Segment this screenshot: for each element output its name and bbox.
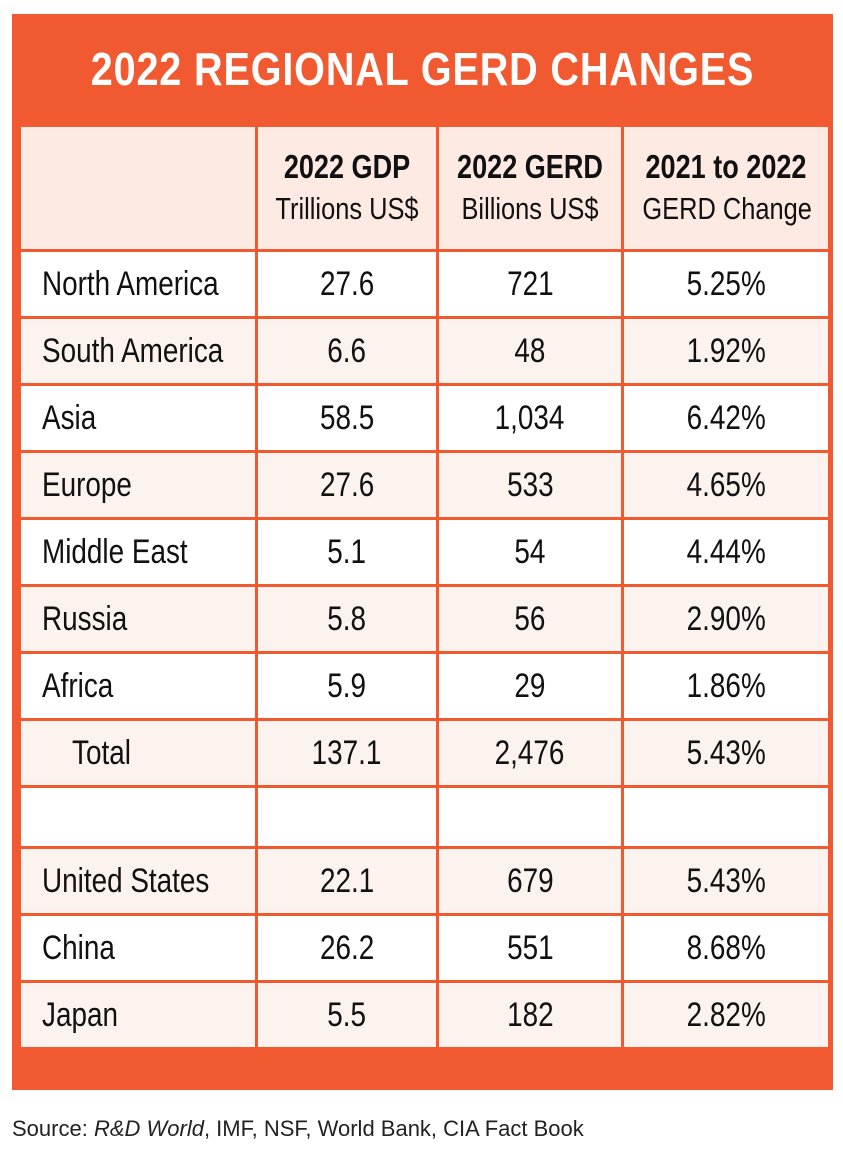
row-label: United States [18,846,258,916]
table-row: Europe 27.6 533 4.65% [18,450,831,520]
gerd-value: 1,034 [436,383,624,453]
table-row: China 26.2 551 8.68% [18,913,831,983]
gerd-value: 721 [436,249,624,319]
gerd-value: 48 [436,316,624,386]
table-frame: 2022 REGIONAL GERD CHANGES 2022 GDP Tril… [12,14,833,1090]
table-row: United States 22.1 679 5.43% [18,846,831,916]
row-label: Asia [18,383,258,453]
total-row: Total 137.1 2,476 5.43% [18,718,831,788]
gdp-value: 58.5 [255,383,439,453]
source-list: , IMF, NSF, World Bank, CIA Fact Book [203,1116,584,1141]
header-change: 2021 to 2022 GERD Change [621,124,831,252]
change-value: 5.43% [621,718,831,788]
header-gerd-title: 2022 GERD [457,148,603,185]
spacer-cell [436,785,624,849]
gdp-value: 22.1 [255,846,439,916]
header-gdp-title: 2022 GDP [283,148,411,185]
change-value: 2.82% [621,980,831,1050]
header-gerd-unit: Billions US$ [461,191,599,226]
row-label: Japan [18,980,258,1050]
gdp-value: 137.1 [255,718,439,788]
header-gerd: 2022 GERD Billions US$ [436,124,624,252]
gerd-value: 182 [436,980,624,1050]
gdp-value: 5.8 [255,584,439,654]
gdp-value: 26.2 [255,913,439,983]
table-row: Russia 5.8 56 2.90% [18,584,831,654]
gerd-value: 533 [436,450,624,520]
gerd-value: 54 [436,517,624,587]
header-change-title: 2021 to 2022 [645,148,807,185]
header-change-unit: GERD Change [642,191,812,226]
spacer-cell [621,785,831,849]
gdp-value: 5.1 [255,517,439,587]
spacer-cell [255,785,439,849]
total-label: Total [18,718,258,788]
row-label: Africa [18,651,258,721]
gdp-value: 5.5 [255,980,439,1050]
row-label: South America [18,316,258,386]
gerd-value: 679 [436,846,624,916]
header-row: 2022 GDP Trillions US$ 2022 GERD Billion… [18,124,831,252]
gerd-table: 2022 GDP Trillions US$ 2022 GERD Billion… [18,124,831,1050]
gdp-value: 27.6 [255,450,439,520]
gerd-value: 551 [436,913,624,983]
gerd-value: 56 [436,584,624,654]
spacer-cell [18,785,258,849]
change-value: 4.65% [621,450,831,520]
gerd-value: 29 [436,651,624,721]
row-label: Middle East [18,517,258,587]
row-label: China [18,913,258,983]
change-value: 1.86% [621,651,831,721]
source-publication: R&D World [93,1116,204,1141]
header-gdp-unit: Trillions US$ [275,191,419,226]
gdp-value: 27.6 [255,249,439,319]
table-row: Asia 58.5 1,034 6.42% [18,383,831,453]
row-label: North America [18,249,258,319]
source-prefix: Source: [12,1116,94,1141]
change-value: 6.42% [621,383,831,453]
gdp-value: 5.9 [255,651,439,721]
change-value: 5.43% [621,846,831,916]
table-row: Africa 5.9 29 1.86% [18,651,831,721]
table-row: Middle East 5.1 54 4.44% [18,517,831,587]
gerd-value: 2,476 [436,718,624,788]
change-value: 4.44% [621,517,831,587]
chart-title: 2022 REGIONAL GERD CHANGES [90,43,755,95]
header-empty [18,124,258,252]
table-row: North America 27.6 721 5.25% [18,249,831,319]
table-row: South America 6.6 48 1.92% [18,316,831,386]
source-note: Source: R&D World, IMF, NSF, World Bank,… [12,1116,584,1142]
gdp-value: 6.6 [255,316,439,386]
change-value: 8.68% [621,913,831,983]
header-gdp: 2022 GDP Trillions US$ [255,124,439,252]
row-label: Russia [18,584,258,654]
table-row: Japan 5.5 182 2.82% [18,980,831,1050]
change-value: 5.25% [621,249,831,319]
change-value: 1.92% [621,316,831,386]
change-value: 2.90% [621,584,831,654]
spacer-row [18,785,831,849]
row-label: Europe [18,450,258,520]
